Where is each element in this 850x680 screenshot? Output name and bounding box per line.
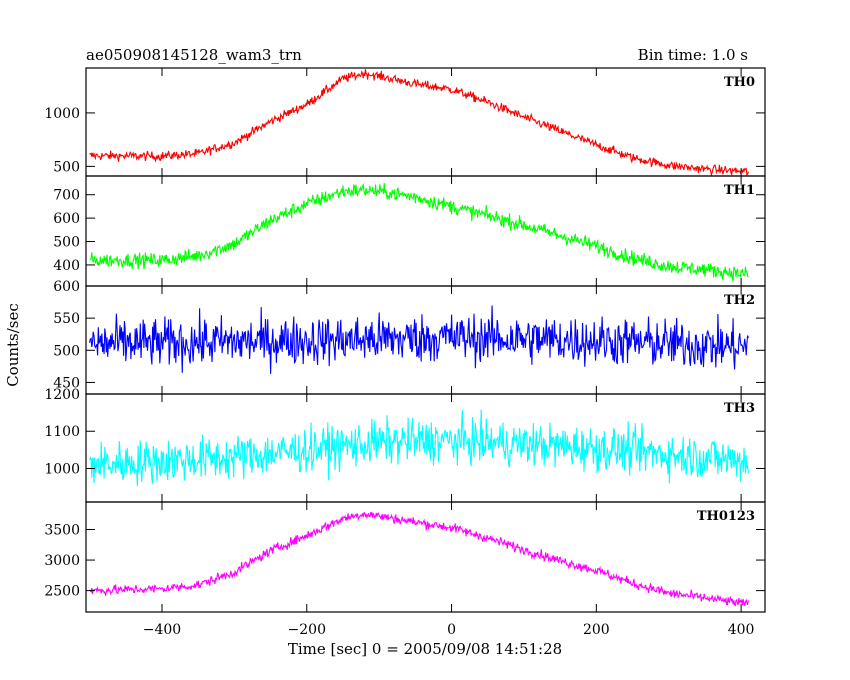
y-tick-label: 600 bbox=[53, 279, 80, 295]
panel-label: TH0123 bbox=[697, 509, 755, 524]
y-tick-label: 700 bbox=[53, 188, 80, 204]
panel-label: TH2 bbox=[724, 293, 755, 308]
panels: 500 1000 TH0 400 500 600 700 TH1 450 500 550 600 TH2… bbox=[44, 67, 766, 613]
series-line-th0123 bbox=[89, 512, 749, 607]
chart-title: ae050908145128_wam3_trn bbox=[86, 46, 302, 64]
y-tick-label: 1000 bbox=[44, 106, 80, 122]
series-line-th0 bbox=[89, 69, 749, 176]
x-axis: −400 −200 0 200 400 bbox=[143, 622, 755, 638]
panel-th0: 500 1000 TH0 bbox=[44, 67, 766, 177]
y-tick-label: 550 bbox=[53, 311, 80, 327]
panel-th3: 1000 1100 1200 TH3 bbox=[44, 387, 766, 503]
y-tick-label: 600 bbox=[53, 211, 80, 227]
panel-label: TH0 bbox=[724, 75, 755, 90]
y-tick-label: 500 bbox=[53, 235, 80, 251]
y-tick-label: 400 bbox=[53, 258, 80, 274]
x-tick-label: 0 bbox=[447, 622, 456, 638]
y-tick-label: 450 bbox=[53, 375, 80, 391]
y-tick-label: 2500 bbox=[44, 584, 80, 600]
x-axis-label: Time [sec] 0 = 2005/09/08 14:51:28 bbox=[288, 640, 562, 658]
x-tick-label: 200 bbox=[583, 622, 610, 638]
bin-time-label: Bin time: 1.0 s bbox=[638, 46, 748, 64]
panel-label: TH3 bbox=[724, 401, 755, 416]
y-tick-label: 500 bbox=[53, 159, 80, 175]
series-line-th1 bbox=[89, 182, 749, 282]
y-tick-label: 3500 bbox=[44, 523, 80, 539]
y-tick-label: 3000 bbox=[44, 553, 80, 569]
panel-th1: 400 500 600 700 TH1 bbox=[53, 175, 766, 287]
x-tick-label: 400 bbox=[728, 622, 755, 638]
panel-th0123: 2500 3000 3500 TH0123 bbox=[44, 501, 766, 613]
y-tick-label: 1100 bbox=[44, 424, 80, 440]
y-axis-label: Counts/sec bbox=[4, 303, 22, 387]
y-tick-label: 1000 bbox=[44, 461, 80, 477]
panel-frame bbox=[85, 175, 766, 287]
x-tick-label: −400 bbox=[143, 622, 181, 638]
panel-frame bbox=[85, 501, 766, 613]
series-line-th3 bbox=[89, 409, 749, 487]
x-tick-label: −200 bbox=[288, 622, 326, 638]
series-line-th2 bbox=[89, 305, 749, 374]
y-tick-label: 500 bbox=[53, 343, 80, 359]
panel-th2: 450 500 550 600 TH2 bbox=[53, 279, 766, 395]
panel-label: TH1 bbox=[724, 183, 755, 198]
y-tick-label: 1200 bbox=[44, 387, 80, 403]
